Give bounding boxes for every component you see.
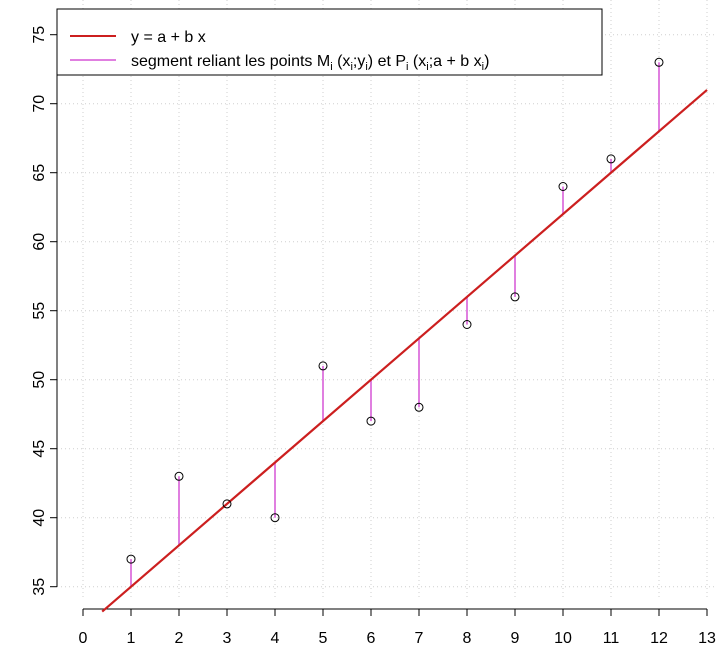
data-point xyxy=(510,292,520,302)
y-tick-label: 35 xyxy=(31,578,48,596)
data-point xyxy=(174,471,184,481)
x-tick-label: 13 xyxy=(698,630,716,647)
x-tick-label: 11 xyxy=(603,630,620,647)
y-tick-label: 60 xyxy=(31,233,48,251)
x-tick-label: 7 xyxy=(415,630,424,647)
y-tick-label: 75 xyxy=(31,26,48,44)
data-point xyxy=(558,182,568,191)
data-point xyxy=(654,57,664,67)
y-tick-label: 55 xyxy=(31,302,48,320)
y-axis-ticks: 35 40 45 50 55 60 65 70 75 xyxy=(31,26,57,596)
y-tick-label: 65 xyxy=(31,164,48,182)
data-point xyxy=(126,554,136,564)
x-tick-label: 1 xyxy=(127,630,136,647)
x-tick-label: 3 xyxy=(223,630,232,647)
data-point xyxy=(270,513,280,523)
data-point xyxy=(222,499,232,509)
data-point xyxy=(462,320,472,329)
y-tick-label: 70 xyxy=(31,95,48,113)
legend: y = a + b x segment reliant les points M… xyxy=(56,8,603,76)
x-tick-label: 4 xyxy=(271,630,280,647)
data-points xyxy=(126,57,664,564)
x-tick-label: 10 xyxy=(554,630,572,647)
y-tick-label: 50 xyxy=(31,371,48,389)
x-tick-label: 9 xyxy=(511,630,520,647)
data-point xyxy=(366,416,376,426)
grid-lines xyxy=(57,0,715,600)
regression-line xyxy=(101,89,708,613)
regression-line-group xyxy=(101,89,708,613)
legend-line-label: y = a + b x xyxy=(131,29,206,46)
legend-segment-label: segment reliant les points Mi (xi;yi) et… xyxy=(131,53,489,73)
x-tick-label: 8 xyxy=(463,630,472,647)
x-tick-label: 2 xyxy=(175,630,184,647)
legend-box xyxy=(56,8,603,76)
x-tick-label: 12 xyxy=(650,630,668,647)
data-point xyxy=(606,154,616,164)
x-tick-label: 6 xyxy=(367,630,376,647)
y-tick-label: 45 xyxy=(31,440,48,458)
residual-segments xyxy=(130,62,660,587)
y-tick-label: 40 xyxy=(31,509,48,527)
data-point xyxy=(414,402,424,412)
x-axis-ticks: 0 1 2 3 4 5 6 7 8 9 10 11 12 13 xyxy=(79,609,716,647)
x-tick-label: 0 xyxy=(79,630,88,647)
data-point xyxy=(318,361,328,371)
x-tick-label: 5 xyxy=(319,630,328,647)
